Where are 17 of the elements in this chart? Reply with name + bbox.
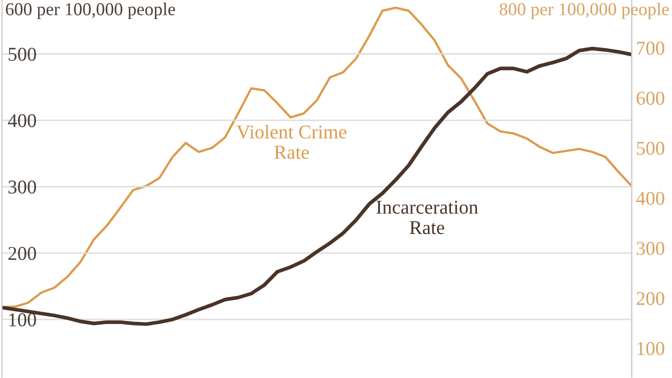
y2-tick-label: 300 bbox=[636, 242, 664, 256]
y-tick-label: 400 bbox=[8, 114, 36, 128]
y2-tick-label: 100 bbox=[638, 342, 664, 356]
y2-tick-label: 400 bbox=[636, 192, 664, 205]
y-tick-label: 200 bbox=[8, 246, 36, 260]
y-tick-label: 100 bbox=[9, 313, 36, 326]
y2-tick-label: 200 bbox=[636, 292, 664, 306]
y2-tick-label: 600 bbox=[636, 92, 664, 105]
y-axis-title: 600 per 100,000 people bbox=[6, 2, 176, 20]
y2-axis-title: 800 per 100,000 people bbox=[500, 2, 669, 20]
y-tick-label: 500 bbox=[8, 48, 36, 61]
y2-tick-label: 500 bbox=[636, 142, 664, 155]
series-label: Incarceration Rate bbox=[376, 200, 478, 234]
y-tick-label: 300 bbox=[8, 180, 36, 194]
y2-tick-label: 700 bbox=[637, 42, 664, 55]
line-series bbox=[2, 46, 632, 326]
series-label: Violent Crime Rate bbox=[236, 124, 346, 159]
